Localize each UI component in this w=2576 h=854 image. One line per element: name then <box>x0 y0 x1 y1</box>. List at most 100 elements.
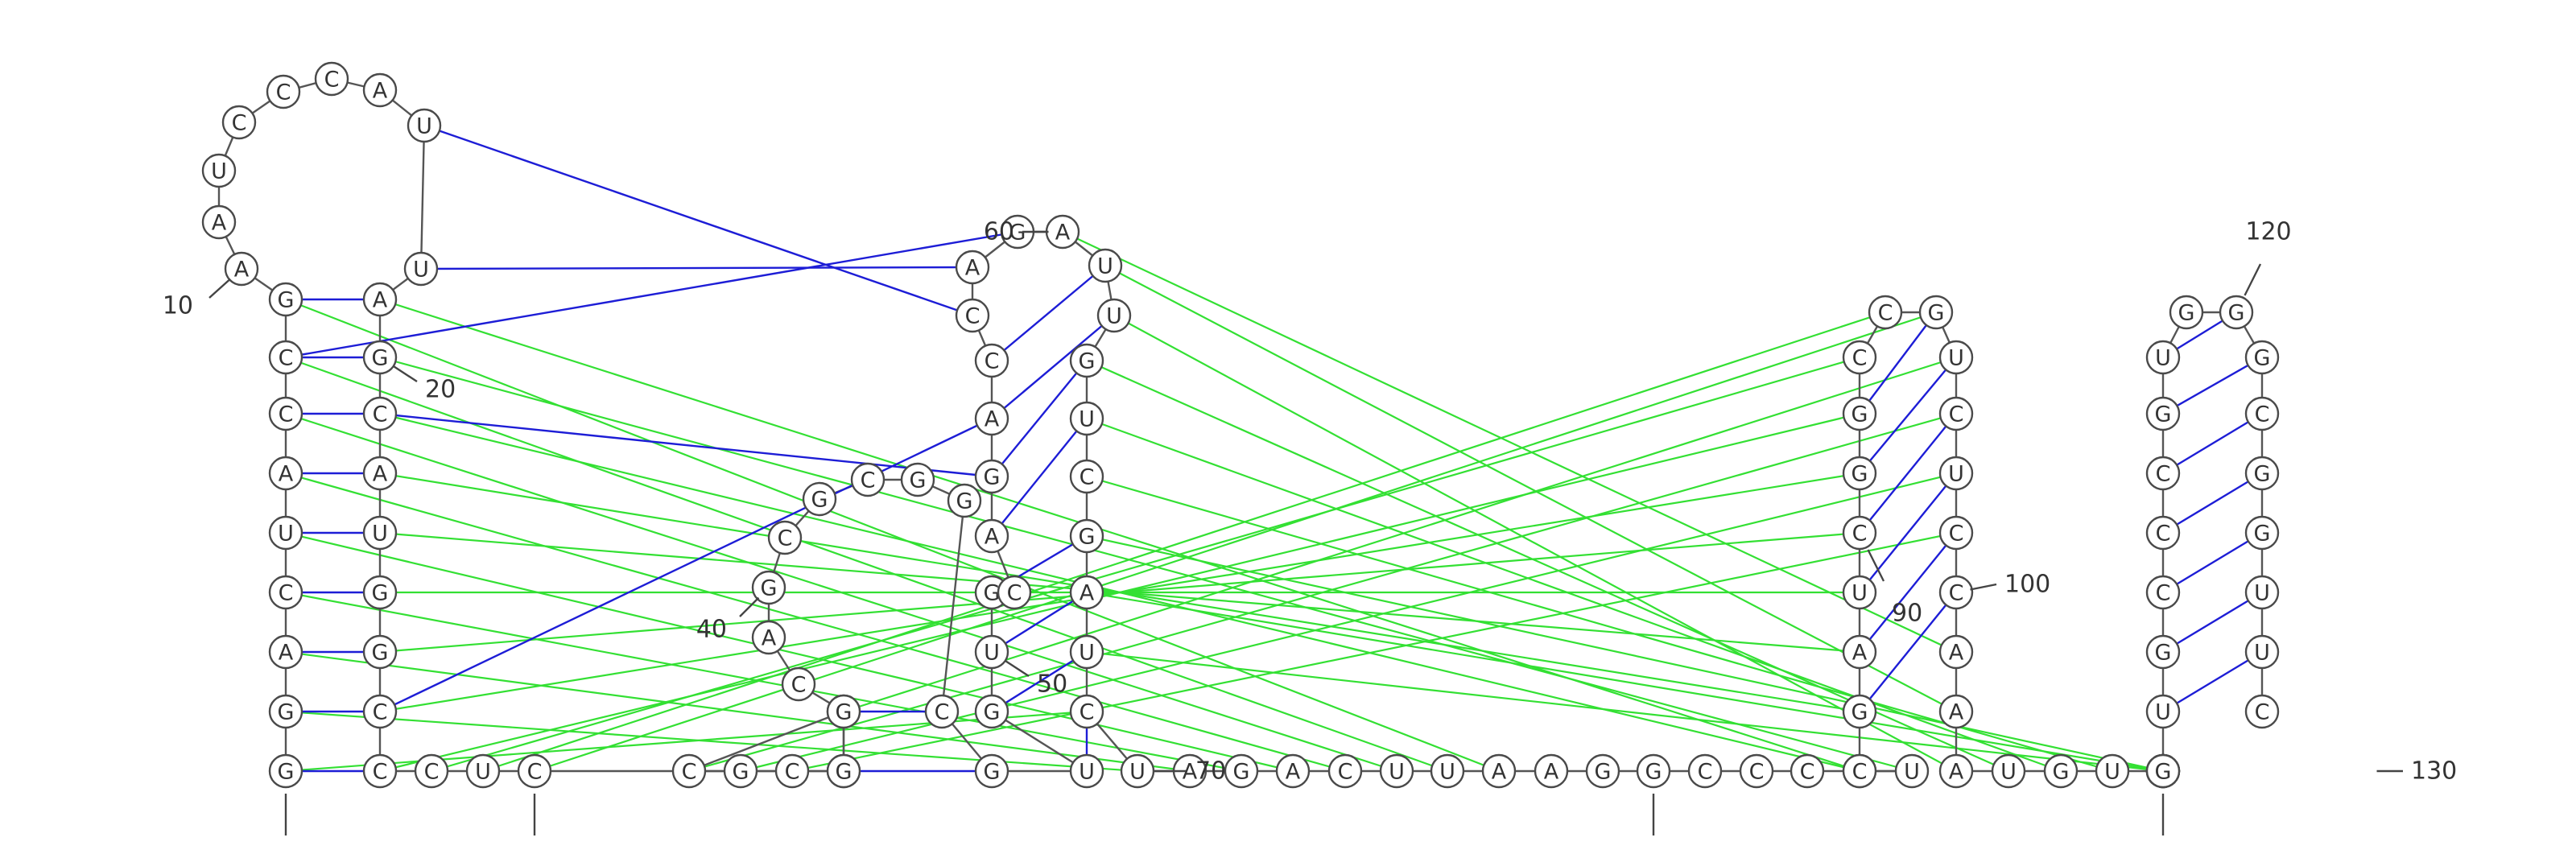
nucleotide-circle <box>362 72 398 108</box>
position-label: 100 <box>2004 571 2050 599</box>
nucleotide-circle <box>1069 401 1104 436</box>
nucleotide-circle <box>774 753 810 789</box>
nucleotide-letter: A <box>1949 760 1964 785</box>
nucleotide-letter: C <box>1698 760 1713 785</box>
noncanonical-pair-line <box>423 124 973 317</box>
nucleotide: G <box>2244 456 2280 491</box>
nucleotide-letter: G <box>2178 301 2195 326</box>
nucleotide-circle <box>517 753 552 789</box>
nucleotide-circle <box>974 401 1009 436</box>
position-tick <box>1004 659 1030 678</box>
nucleotide-letter: U <box>278 522 294 547</box>
nucleotide: C <box>414 753 449 789</box>
nucleotide-letter: A <box>279 462 294 487</box>
nucleotide-circle <box>826 694 861 729</box>
tertiary-interaction-line <box>285 356 1448 773</box>
nucleotide: C <box>1868 295 1903 330</box>
tertiary-interaction-line <box>285 472 1346 773</box>
nucleotide-letter: U <box>211 159 227 184</box>
nucleotide-letter: U <box>2104 760 2120 785</box>
nucleotide-letter: C <box>682 760 697 785</box>
nucleotide-letter: C <box>1080 465 1095 490</box>
nucleotide-circle <box>1687 753 1723 789</box>
nucleotide: U <box>1069 753 1104 789</box>
nucleotide: A <box>1275 753 1311 789</box>
nucleotide: C <box>781 666 816 702</box>
nucleotide: C <box>2145 575 2181 610</box>
nucleotide: G <box>268 694 303 729</box>
nucleotide-letter: A <box>212 211 227 236</box>
nucleotide: A <box>1938 694 1974 729</box>
nucleotide: G <box>1069 518 1104 554</box>
nucleotide: U <box>974 634 1009 670</box>
nucleotide-circle <box>1842 634 1877 670</box>
nucleotide-circle <box>1868 295 1903 330</box>
nucleotide-circle <box>268 694 303 729</box>
base-pair-layer <box>285 124 2263 773</box>
nucleotide: U <box>1069 401 1104 436</box>
nucleotide: U <box>1120 753 1155 789</box>
nucleotide: C <box>268 340 303 375</box>
nucleotide-circle <box>1938 396 1974 431</box>
nucleotide-circle <box>974 753 1009 789</box>
nucleotide-letter: G <box>1645 760 1662 785</box>
tertiary-interaction-line <box>379 298 1860 773</box>
nucleotide: G <box>1842 694 1877 729</box>
tertiary-interaction-line <box>285 531 1294 773</box>
nucleotide-circle <box>1534 753 1569 789</box>
position-label: 50 <box>1037 670 1067 699</box>
nucleotide: C <box>1842 515 1877 551</box>
nucleotide-letter: C <box>965 304 980 329</box>
nucleotide-letter: U <box>984 641 1000 666</box>
nucleotide: U <box>407 108 442 143</box>
tertiary-interaction-line <box>285 591 1242 773</box>
nucleotide-letter: G <box>761 576 778 601</box>
base-pair-line <box>1859 311 1937 415</box>
nucleotide-letter: G <box>910 468 927 493</box>
nucleotide: G <box>2145 634 2181 670</box>
position-tick <box>1867 549 1885 582</box>
tertiary-interaction-line <box>285 298 1500 773</box>
nucleotide: C <box>1687 753 1723 789</box>
nucleotide-letter: C <box>2156 581 2171 606</box>
nucleotide-letter: U <box>1079 641 1095 666</box>
nucleotide: C <box>2145 456 2181 491</box>
nucleotide-letter: C <box>2156 462 2171 487</box>
nucleotide-letter: A <box>373 288 388 313</box>
nucleotide-circle <box>403 251 439 287</box>
nucleotide-letter: C <box>2255 402 2270 427</box>
nucleotide-letter: G <box>278 288 295 313</box>
nucleotide: U <box>1938 340 1974 375</box>
nucleotide: A <box>1069 575 1104 610</box>
nucleotide-letter: C <box>276 80 291 105</box>
nucleotide: G <box>1224 753 1259 789</box>
nucleotide-circle <box>955 250 990 285</box>
nucleotide-letter: A <box>1949 700 1964 725</box>
position-tick <box>739 596 760 617</box>
nucleotide-letter: C <box>1949 522 1964 547</box>
nucleotide: A <box>224 251 259 287</box>
nucleotide: G <box>826 694 861 729</box>
tertiary-interaction-line <box>1113 315 1957 772</box>
tertiary-interaction-line <box>285 650 1191 773</box>
nucleotide-letter: C <box>324 68 340 93</box>
nucleotide-letter: U <box>1904 760 1920 785</box>
nucleotide-letter: A <box>1055 221 1071 245</box>
position-tick <box>1970 583 1997 591</box>
nucleotide-circle <box>266 74 301 109</box>
nucleotide: U <box>362 515 398 551</box>
nucleotide-letter: C <box>279 581 294 606</box>
nucleotide-letter: C <box>935 700 950 725</box>
nucleotide-circle <box>1918 295 1954 330</box>
nucleotide: C <box>1069 459 1104 494</box>
nucleotide: G <box>2145 396 2181 431</box>
nucleotide-circle <box>268 282 303 317</box>
nucleotide-letter: A <box>1544 760 1559 785</box>
nucleotide-letter: U <box>475 760 491 785</box>
nucleotide-circle <box>1790 753 1825 789</box>
nucleotide: U <box>268 515 303 551</box>
nucleotide: U <box>2145 694 2181 729</box>
backbone-segment <box>688 710 844 773</box>
noncanonical-pair-line <box>420 266 973 270</box>
nucleotide-letter: C <box>791 673 807 698</box>
